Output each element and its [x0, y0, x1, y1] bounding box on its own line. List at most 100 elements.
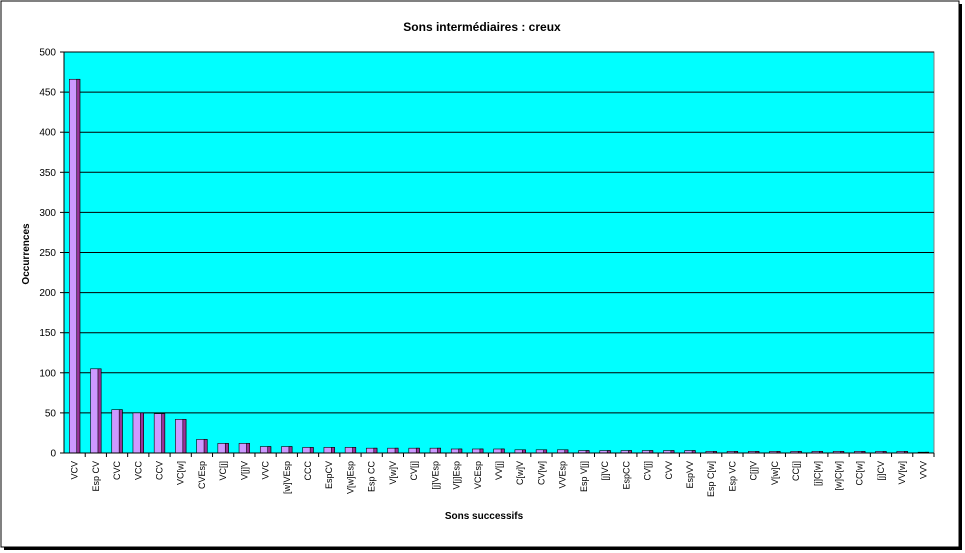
x-tick-label: VVEsp [558, 461, 568, 489]
grid-lines [64, 51, 934, 414]
x-tick-label: V[j]V [239, 461, 249, 480]
y-tick-label: 150 [39, 328, 56, 339]
bar-15 [387, 447, 399, 454]
x-tick-label: V[w]C [770, 461, 780, 486]
x-tick-label: EspCC [621, 461, 631, 490]
x-tick-label: CC[j] [791, 461, 801, 481]
x-tick-label: CCC [303, 461, 313, 481]
bar-17 [429, 447, 441, 454]
bar-13 [344, 447, 357, 454]
x-tick-label: [w]VEsp [282, 461, 292, 494]
y-axis-title: Occurrences [21, 223, 32, 285]
y-tick-label: 250 [39, 248, 56, 259]
x-tick-label: EspCV [324, 461, 334, 489]
bar-side [97, 368, 102, 454]
x-tick-label: [j]C[w] [812, 461, 822, 486]
bar-8 [238, 443, 250, 454]
x-tick-label: CV[w] [536, 461, 546, 485]
x-tick-label: CV[j] [409, 461, 419, 481]
x-tick-label: [w]C[w] [834, 461, 844, 491]
x-tick-label: VV[w] [897, 461, 907, 485]
bar-side [352, 447, 357, 454]
x-tick-label: [j]VC [600, 461, 610, 481]
bar-9 [259, 446, 272, 454]
bar-7 [217, 443, 229, 454]
bar-side [458, 448, 463, 454]
y-tick-label: 350 [39, 168, 56, 179]
x-tick-label: Esp CC [367, 461, 377, 493]
bar-6 [196, 439, 208, 454]
bar-side [267, 446, 272, 454]
x-tick-label: CC[w] [855, 461, 865, 486]
bar-10 [281, 446, 293, 454]
y-tick-label: 500 [39, 48, 56, 59]
bar-side [182, 419, 187, 454]
bar-11 [302, 447, 314, 454]
y-tick-label: 300 [39, 208, 56, 219]
x-tick-label: CV[j] [643, 461, 653, 481]
x-tick-label: VVV [918, 461, 928, 479]
x-tick-label: V[w]V [388, 461, 398, 485]
bar-5 [175, 419, 187, 454]
x-tick-label: Esp VC [727, 461, 737, 492]
bar-side [288, 446, 293, 454]
x-tick-label: [j]VEsp [430, 461, 440, 490]
bar-side [76, 78, 81, 454]
x-tick-label: VC[j] [218, 461, 228, 481]
x-tick-label: VCV [70, 461, 80, 480]
x-tick-label: VVC [261, 461, 271, 480]
bar-side [437, 447, 441, 454]
x-tick-label: V[w]Esp [345, 461, 355, 494]
x-tick-label: VV[j] [494, 461, 504, 480]
bar-side [118, 409, 123, 454]
x-tick-label: VC[w] [176, 461, 186, 485]
x-tick-label: VCC [133, 461, 143, 481]
y-tick-labels: 0 50 100 150 200 250 300 350 400 450 500 [39, 48, 64, 460]
bar-side [479, 448, 484, 454]
y-tick-label: 100 [39, 368, 56, 379]
bar-18 [450, 448, 463, 454]
y-tick-label: 450 [39, 88, 56, 99]
x-tick-label: CVEsp [197, 461, 207, 489]
bar-side [203, 439, 208, 454]
bar-12 [323, 447, 335, 454]
bar-20 [493, 448, 505, 454]
x-tick-label: EspVV [685, 461, 695, 489]
bar-1 [90, 368, 102, 454]
x-tick-labels: VCV Esp CV CVC VCC CCV VC[w] CVEsp VC[j] V[j]V VV… [70, 453, 935, 497]
x-tick-label: Esp V[j] [579, 461, 589, 492]
x-tick-label: CVV [664, 461, 674, 480]
bar-side [309, 447, 314, 454]
bar-side [415, 447, 420, 454]
x-tick-label: CVC [112, 461, 122, 481]
x-tick-label: Esp CV [91, 461, 101, 492]
bar-side [373, 447, 378, 454]
chart-title: Sons intermédiaires : creux [403, 20, 561, 34]
bar-0 [69, 78, 81, 454]
bar-19 [472, 448, 484, 454]
x-tick-label: Esp C[w] [706, 461, 716, 497]
x-axis-title: Sons successifs [445, 511, 524, 522]
bar-side [224, 443, 229, 454]
y-tick-label: 200 [39, 288, 56, 299]
y-tick-label: 400 [39, 128, 56, 139]
bar-side [246, 443, 250, 454]
bar-2 [111, 409, 123, 454]
x-tick-label: C[j]V [749, 461, 759, 481]
bars [69, 78, 929, 454]
bar-16 [408, 447, 420, 454]
x-tick-label: CCV [154, 461, 164, 480]
x-tick-label: C[w]V [515, 461, 525, 485]
bar-3 [132, 412, 144, 454]
y-tick-label: 50 [45, 408, 57, 419]
x-tick-label: V[j]Esp [452, 461, 462, 490]
bar-14 [366, 447, 378, 454]
bar-4 [153, 413, 166, 454]
y-tick-label: 0 [50, 449, 56, 460]
x-tick-label: [j]CV [876, 461, 886, 481]
bar-side [161, 413, 166, 454]
bar-side [331, 447, 335, 454]
x-tick-label: VCEsp [473, 461, 483, 489]
bar-side [394, 447, 399, 454]
